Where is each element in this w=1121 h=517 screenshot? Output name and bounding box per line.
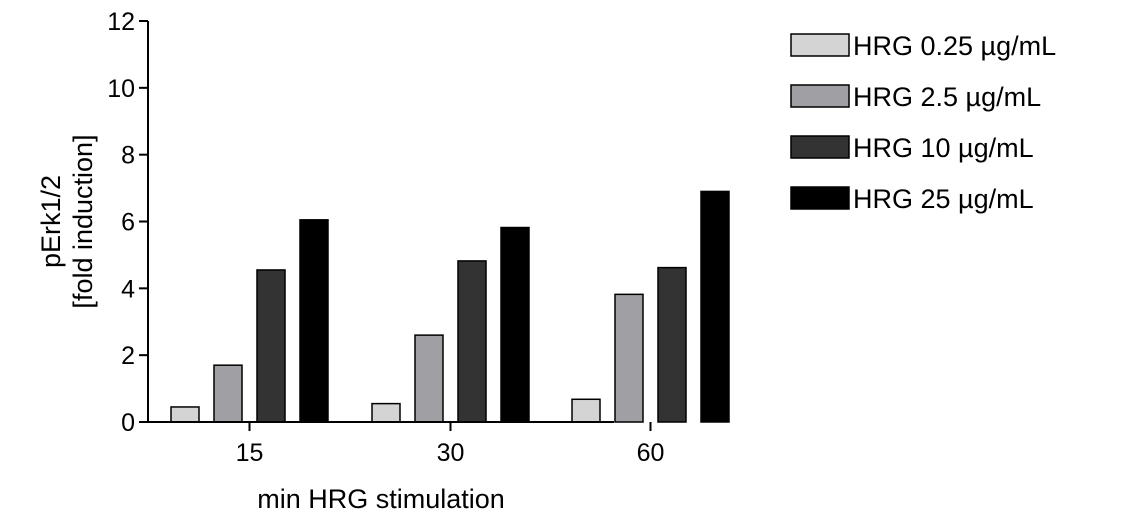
y-tick-label: 4	[121, 275, 135, 303]
legend-swatch	[790, 186, 850, 210]
legend-item: HRG 0.25 µg/mL	[790, 31, 1056, 61]
x-tick-label: 15	[236, 439, 264, 467]
legend-label: HRG 25 µg/mL	[853, 184, 1034, 214]
bar	[213, 364, 243, 423]
bars-group	[170, 190, 730, 423]
legend-label: HRG 10 µg/mL	[853, 133, 1034, 163]
y-tick-label: 8	[121, 142, 135, 170]
y-axis-ticks: 0 2 4 6 8 10 12	[107, 8, 148, 437]
y-tick-label: 6	[121, 209, 135, 237]
legend-label: HRG 0.25 µg/mL	[853, 31, 1056, 61]
bar	[457, 260, 487, 423]
bar	[700, 190, 730, 423]
bar	[571, 398, 601, 423]
legend-item: HRG 25 µg/mL	[790, 184, 1034, 214]
bar	[614, 293, 644, 423]
y-tick-label: 0	[121, 409, 135, 437]
bar	[170, 406, 200, 423]
y-axis-title-line-1: pErk1/2	[36, 175, 66, 268]
legend-item: HRG 2.5 µg/mL	[790, 82, 1041, 112]
y-tick-label: 2	[121, 342, 135, 370]
bar	[500, 226, 530, 423]
bar	[657, 266, 687, 423]
bar	[299, 219, 329, 423]
x-axis-title: min HRG stimulation	[257, 484, 505, 514]
bar	[371, 402, 401, 423]
bar	[256, 269, 286, 423]
y-tick-label: 12	[107, 8, 135, 36]
legend-item: HRG 10 µg/mL	[790, 133, 1034, 163]
legend-swatch	[790, 33, 850, 57]
legend-label: HRG 2.5 µg/mL	[853, 82, 1041, 112]
bar	[414, 334, 444, 423]
x-tick-label: 30	[437, 439, 465, 467]
y-axis-title-line-2: [fold induction]	[68, 134, 98, 308]
x-tick-label: 60	[637, 439, 665, 467]
y-tick-label: 10	[107, 75, 135, 103]
legend-swatch	[790, 135, 850, 159]
x-axis-ticks: 15 30 60	[236, 422, 665, 467]
y-axis-title: pErk1/2 [fold induction]	[36, 134, 98, 308]
legend: HRG 0.25 µg/mL HRG 2.5 µg/mL HRG 10 µg/mL H…	[790, 31, 1056, 214]
legend-swatch	[790, 84, 850, 108]
